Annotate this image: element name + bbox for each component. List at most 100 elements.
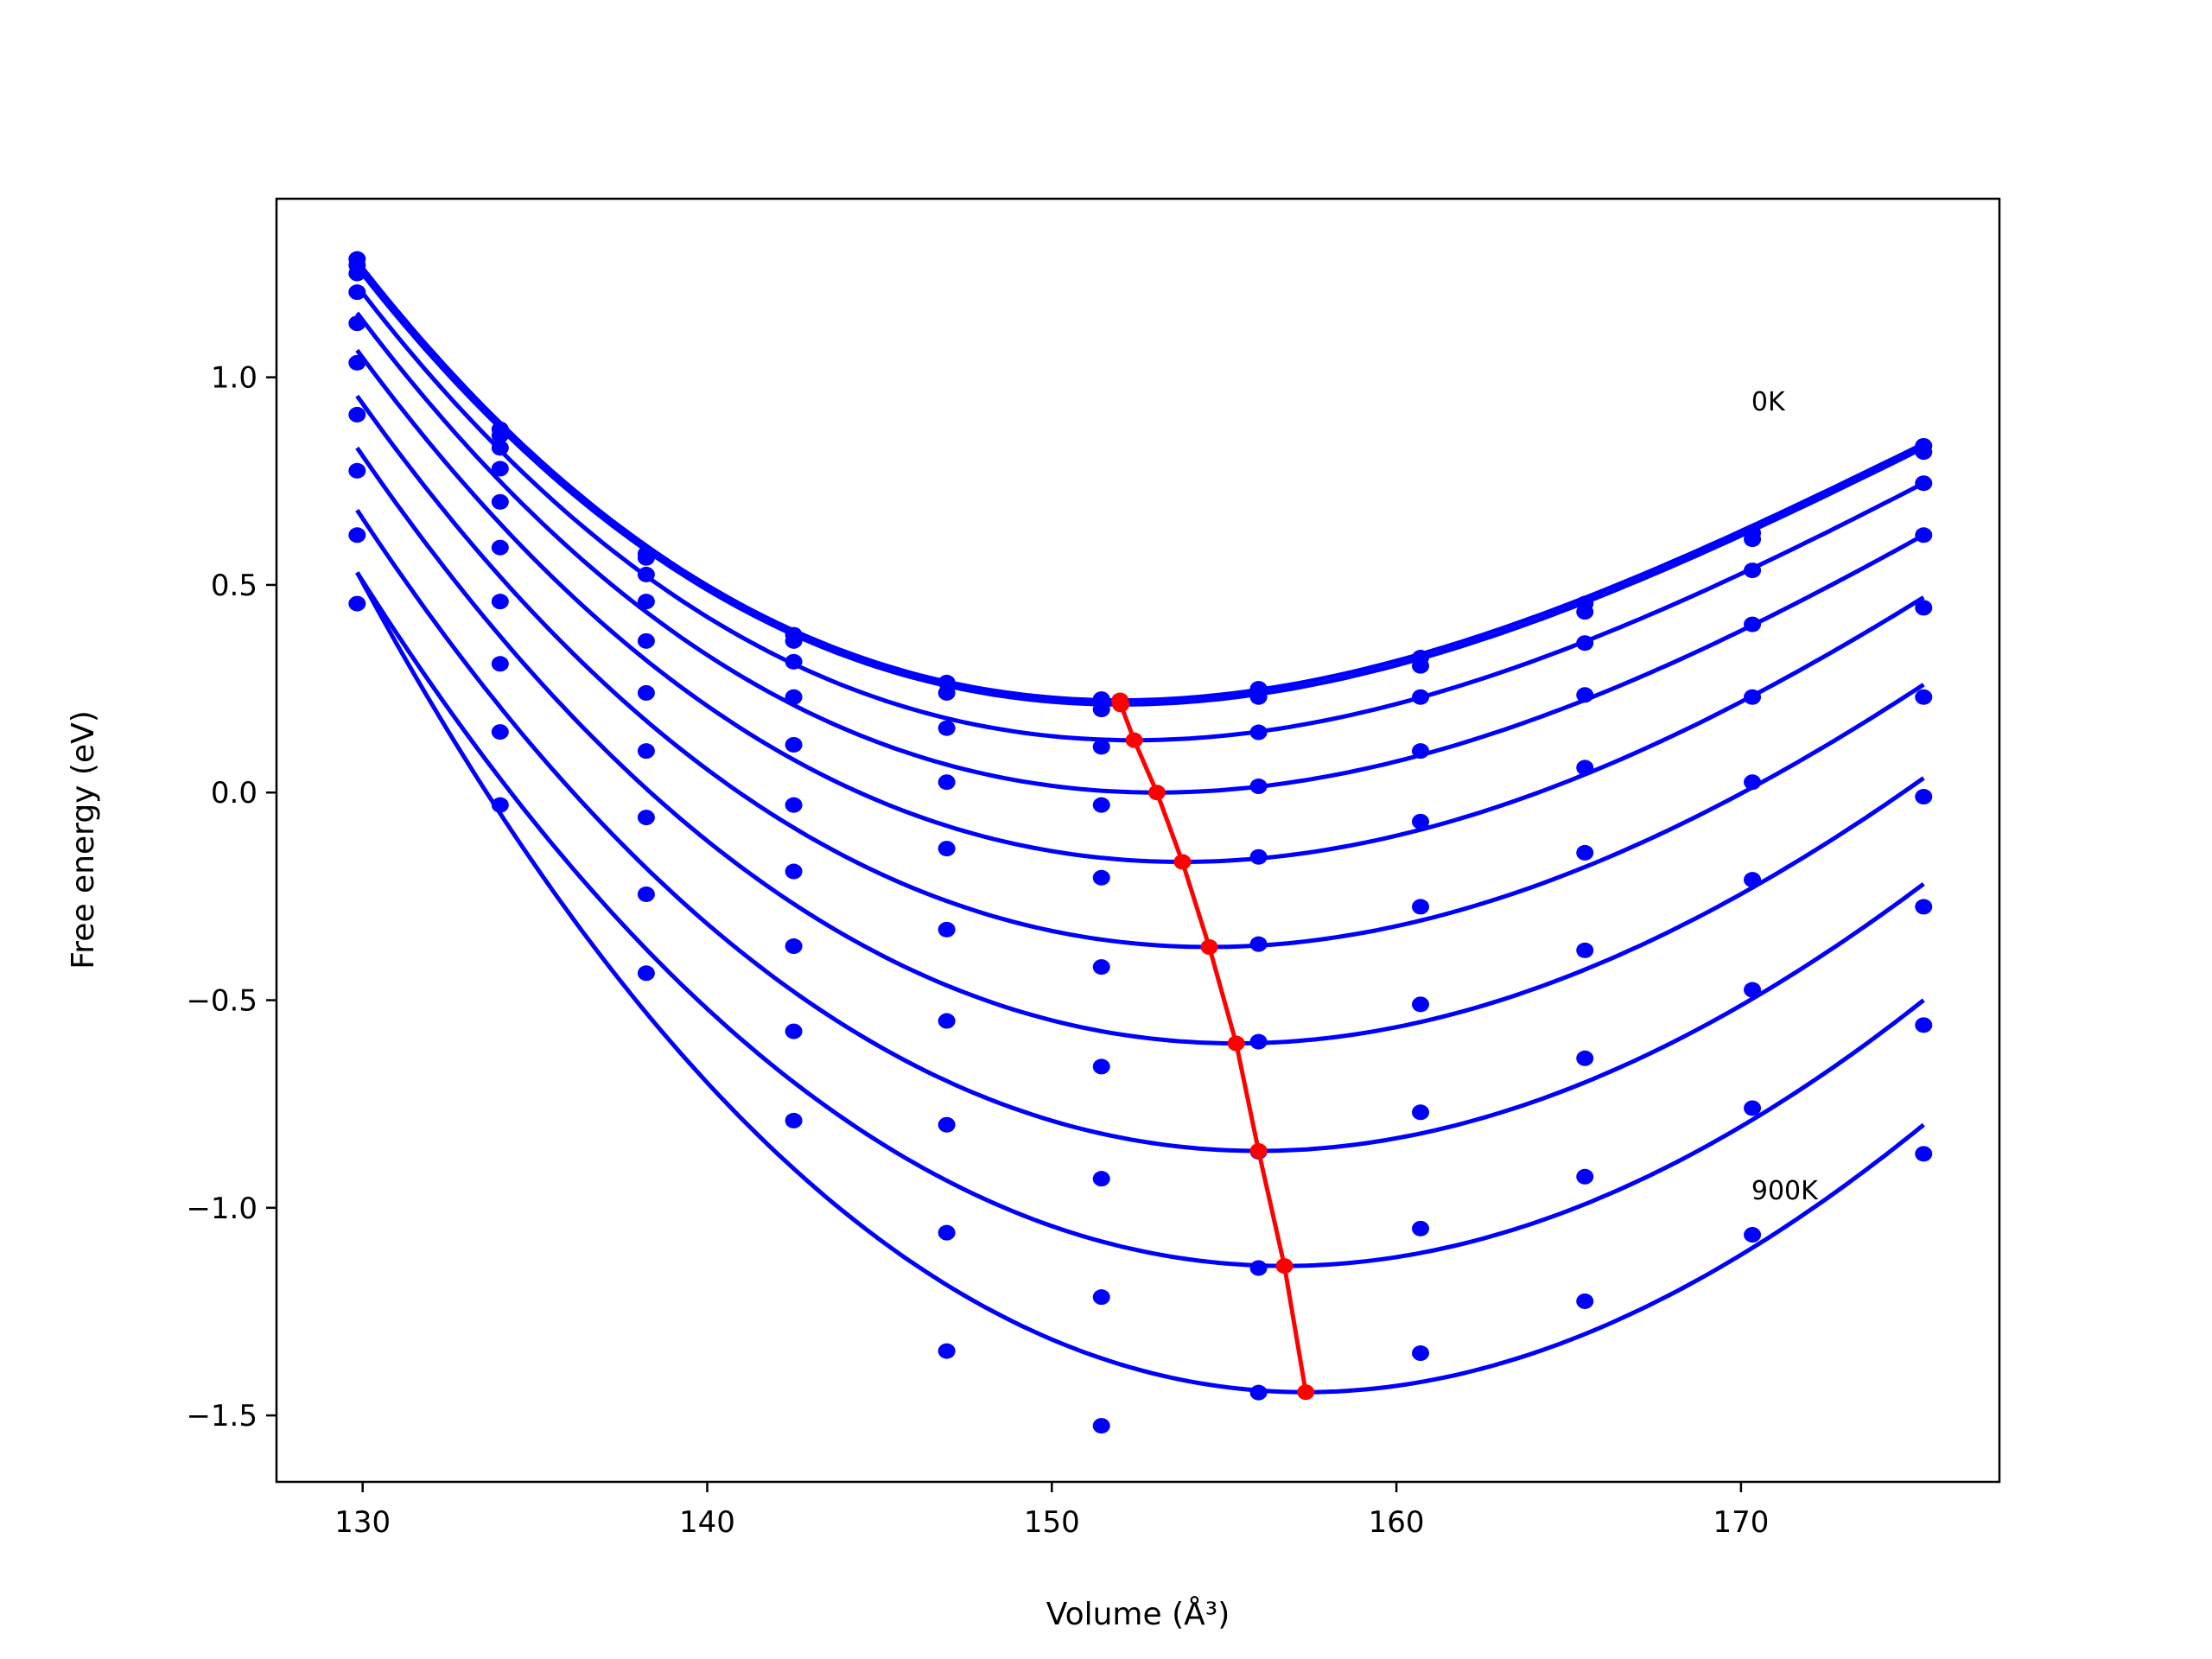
minimum-point [1173, 854, 1192, 870]
data-point-400K [491, 493, 509, 510]
fit-curve-700K [355, 509, 1925, 1154]
minimum-point [1147, 785, 1166, 801]
data-point-300K [1744, 616, 1762, 632]
data-point-600K [637, 743, 655, 760]
data-point-500K [491, 539, 509, 556]
data-point-700K [637, 810, 655, 826]
data-point-700K [1092, 1171, 1110, 1187]
data-point-100K [491, 427, 509, 443]
data-point-700K [348, 462, 366, 479]
fit-curve-300K [355, 311, 1925, 795]
data-point-400K [348, 315, 366, 332]
data-point-500K [1915, 689, 1933, 705]
data-point-900K [1576, 1293, 1594, 1309]
plot-frame [275, 197, 2001, 1484]
data-point-300K [491, 461, 509, 477]
data-point-700K [1412, 1104, 1430, 1121]
data-point-800K [491, 724, 509, 741]
data-point-600K [938, 1013, 956, 1029]
data-point-400K [938, 841, 956, 857]
data-point-700K [938, 1116, 956, 1133]
data-point-100K [637, 550, 655, 566]
y-tick-label: −0.5 [186, 984, 257, 1019]
data-point-800K [637, 886, 655, 902]
data-point-500K [1576, 844, 1594, 861]
fit-curve-600K [355, 446, 1925, 1046]
data-point-200K [785, 653, 803, 670]
data-point-300K [637, 594, 655, 610]
data-point-100K [938, 684, 956, 701]
temperature-label: 0K [1751, 387, 1786, 417]
data-point-600K [1744, 872, 1762, 888]
data-point-200K [938, 720, 956, 736]
data-point-900K [491, 797, 509, 813]
data-point-800K [785, 1023, 803, 1039]
data-point-100K [1915, 444, 1933, 461]
data-point-600K [348, 406, 366, 423]
data-point-100K [1249, 689, 1268, 705]
data-point-600K [1576, 942, 1594, 958]
data-point-400K [1249, 849, 1268, 865]
minimum-point [1200, 939, 1218, 956]
y-tick-label: 0.5 [211, 569, 257, 603]
data-point-400K [637, 632, 655, 649]
annotations: 0K 900K [1751, 387, 1819, 1206]
data-point-500K [785, 797, 803, 813]
temperature-label: 900K [1751, 1176, 1819, 1206]
fit-curve-400K [355, 348, 1925, 864]
data-point-100K [1412, 658, 1430, 674]
fit-curves [355, 259, 1925, 1395]
y-axis-ticks: −1.5 −1.0 −0.5 0.0 0.5 1.0 [186, 361, 276, 1433]
data-point-800K [1576, 1168, 1594, 1185]
data-point-200K [1744, 563, 1762, 579]
data-point-700K [1915, 899, 1933, 915]
data-point-800K [1412, 1220, 1430, 1236]
data-point-800K [1744, 1100, 1762, 1116]
data-point-600K [1915, 789, 1933, 805]
fit-curve-100K [355, 265, 1925, 707]
y-tick-label: 1.0 [211, 361, 257, 396]
data-point-900K [938, 1343, 956, 1359]
x-tick-label: 170 [1713, 1505, 1769, 1540]
data-point-300K [1249, 779, 1268, 795]
minima-connector-line [1117, 700, 1308, 1393]
fit-curve-800K [355, 571, 1925, 1268]
data-point-200K [637, 566, 655, 582]
data-point-400K [1915, 600, 1933, 616]
fit-curve-900K [355, 571, 1925, 1395]
data-point-600K [1092, 1058, 1110, 1075]
data-point-700K [491, 656, 509, 672]
y-tick-label: 0.0 [211, 776, 257, 810]
minimum-point [1112, 696, 1130, 713]
data-point-200K [1915, 475, 1933, 492]
data-point-500K [938, 921, 956, 938]
data-point-900K [785, 1112, 803, 1128]
data-point-500K [348, 354, 366, 371]
data-point-500K [637, 684, 655, 701]
data-point-900K [1744, 1227, 1762, 1243]
data-point-700K [785, 938, 803, 955]
data-point-200K [1412, 689, 1430, 705]
data-point-300K [785, 689, 803, 705]
data-point-300K [1412, 743, 1430, 760]
x-axis-label: Volume (Å³) [1046, 1595, 1230, 1632]
data-point-500K [1412, 899, 1430, 915]
x-axis-ticks: 130 140 150 160 170 [334, 1482, 1769, 1540]
x-tick-label: 160 [1369, 1505, 1425, 1540]
minimum-point [1275, 1258, 1294, 1274]
data-point-400K [785, 736, 803, 753]
x-tick-label: 130 [334, 1505, 391, 1540]
data-point-200K [1249, 724, 1268, 741]
x-tick-label: 150 [1024, 1505, 1080, 1540]
data-point-900K [348, 595, 366, 612]
data-point-300K [1576, 687, 1594, 703]
y-tick-label: −1.5 [186, 1399, 257, 1433]
data-point-900K [1915, 1146, 1933, 1162]
minima-line [1111, 692, 1315, 1401]
data-point-200K [348, 265, 366, 282]
data-point-900K [1412, 1345, 1430, 1362]
data-point-600K [491, 594, 509, 610]
data-point-100K [1744, 531, 1762, 548]
data-point-100K [1092, 702, 1110, 718]
